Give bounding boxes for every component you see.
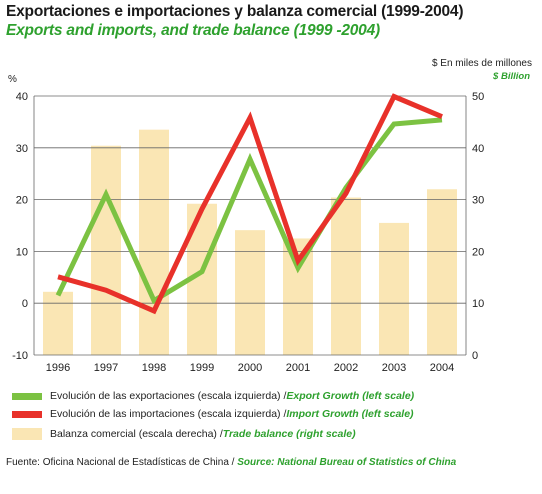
bar-2000 bbox=[235, 230, 265, 355]
left-axis-unit: % bbox=[8, 74, 17, 85]
bar-2002 bbox=[331, 197, 361, 355]
left-tick-label: 0 bbox=[22, 298, 28, 310]
right-tick-label: 40 bbox=[472, 143, 484, 155]
right-axis-unit-en: $ Billion bbox=[493, 71, 530, 82]
legend-item-balance: Balanza comercial (escala derecha) / Tra… bbox=[12, 427, 356, 441]
legend-swatch-exports bbox=[12, 392, 42, 400]
bar-1996 bbox=[43, 291, 73, 355]
legend-label-balance-es: Balanza comercial (escala derecha) / bbox=[50, 428, 223, 440]
x-tick-label: 2003 bbox=[382, 362, 406, 374]
legend-label-imports-en: Import Growth (left scale) bbox=[286, 408, 414, 420]
exports-line bbox=[55, 117, 443, 305]
chart-subtitle: Exports and imports, and trade balance (… bbox=[6, 22, 380, 39]
source-note: Fuente: Oficina Nacional de Estadísticas… bbox=[6, 457, 456, 468]
x-tick-label: 1999 bbox=[190, 362, 214, 374]
legend-label-exports-es: Evolución de las exportaciones (escala i… bbox=[50, 390, 287, 402]
legend-label-exports-en: Export Growth (left scale) bbox=[286, 390, 415, 402]
x-tick-label: 2000 bbox=[238, 362, 262, 374]
right-tick-label: 30 bbox=[472, 195, 484, 207]
legend-label-imports-es: Evolución de las importaciones (escala i… bbox=[50, 408, 287, 420]
legend-swatch-imports bbox=[12, 410, 42, 418]
right-tick-label: 10 bbox=[472, 298, 484, 310]
x-tick-label: 2004 bbox=[430, 362, 454, 374]
source-es: Fuente: Oficina Nacional de Estadísticas… bbox=[6, 457, 238, 468]
left-tick-label: 10 bbox=[16, 246, 28, 258]
right-tick-label: 20 bbox=[472, 246, 484, 258]
legend-swatch-balance bbox=[12, 428, 42, 440]
x-tick-label: 1998 bbox=[142, 362, 166, 374]
source-en: Source: National Bureau of Statistics of… bbox=[237, 457, 457, 468]
x-tick-label: 2001 bbox=[286, 362, 310, 374]
chart-title: Exportaciones e importaciones y balanza … bbox=[6, 3, 464, 20]
bar-2004 bbox=[427, 189, 457, 355]
right-axis-unit-es: $ En miles de millones bbox=[431, 58, 532, 69]
x-tick-label: 1997 bbox=[94, 362, 118, 374]
x-tick-label: 1996 bbox=[46, 362, 70, 374]
left-tick-label: -10 bbox=[12, 350, 28, 362]
legend-item-exports: Evolución de las exportaciones (escala i… bbox=[12, 389, 414, 403]
imports-line bbox=[57, 93, 443, 315]
left-tick-label: 30 bbox=[16, 143, 28, 155]
legend-item-imports: Evolución de las importaciones (escala i… bbox=[12, 407, 414, 421]
x-tick-label: 2002 bbox=[334, 362, 358, 374]
bar-2003 bbox=[379, 222, 409, 355]
bar-1998 bbox=[139, 129, 169, 355]
bar-1997 bbox=[91, 145, 121, 355]
right-tick-label: 50 bbox=[472, 91, 484, 103]
legend-label-balance-en: Trade balance (right scale) bbox=[222, 428, 356, 440]
right-tick-label: 0 bbox=[472, 350, 478, 362]
left-tick-label: 20 bbox=[16, 195, 28, 207]
left-tick-label: 40 bbox=[16, 91, 28, 103]
